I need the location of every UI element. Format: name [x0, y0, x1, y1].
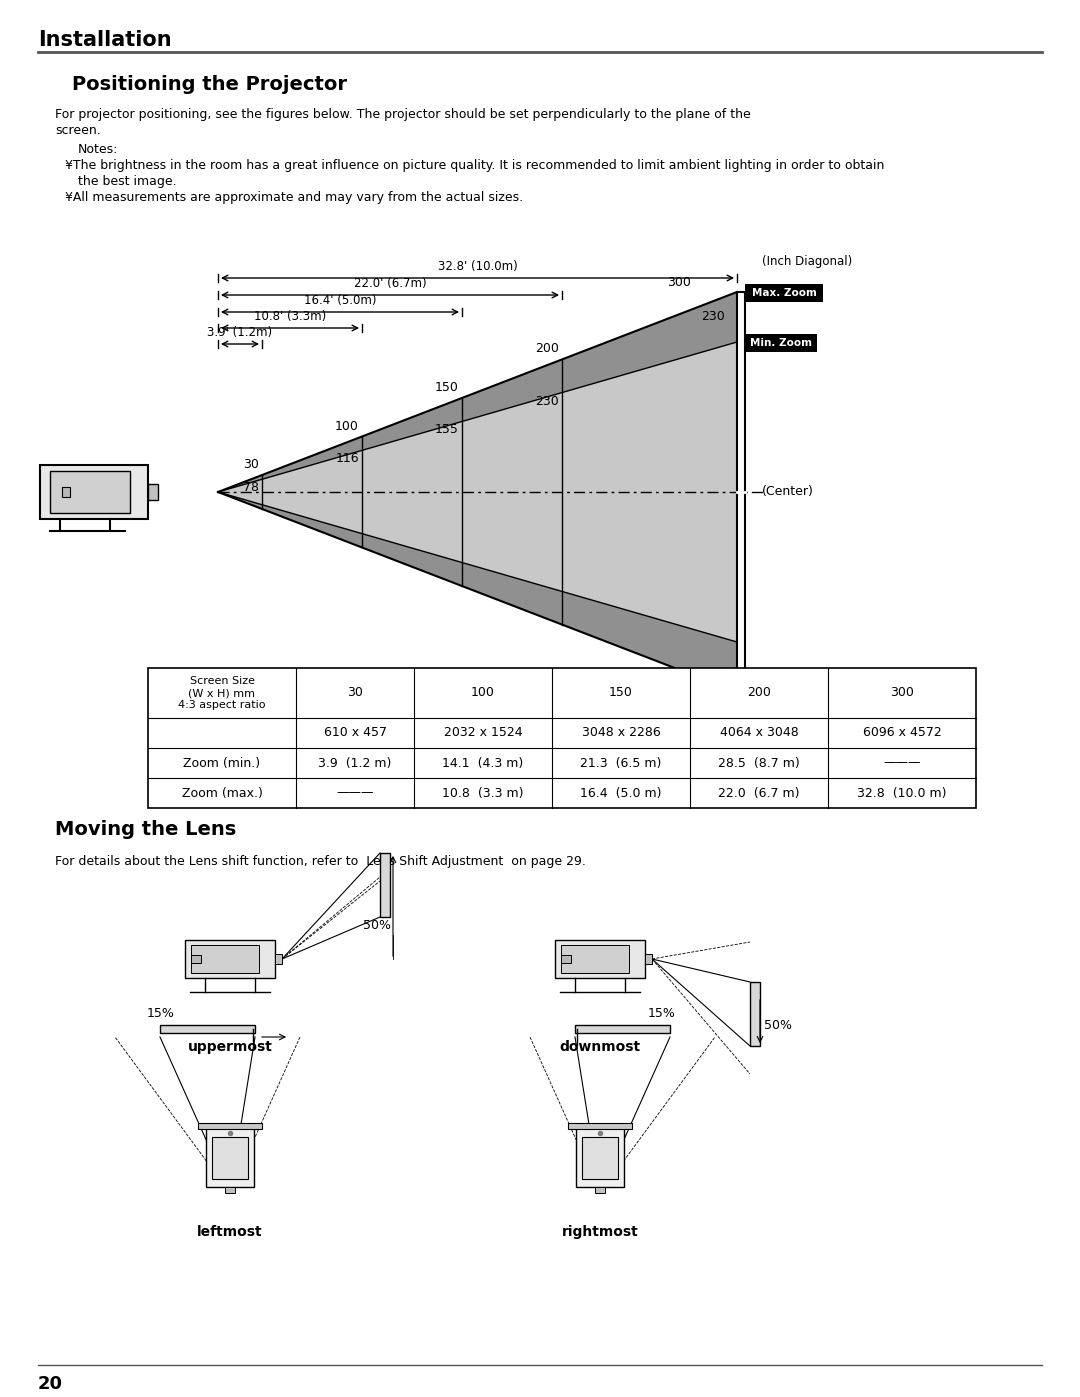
Text: (Center): (Center) [762, 486, 814, 499]
Text: 6096 x 4572: 6096 x 4572 [863, 726, 942, 739]
Text: For details about the Lens shift function, refer to  Lens Shift Adjustment  on p: For details about the Lens shift functio… [55, 855, 585, 868]
Text: 32.8' (10.0m): 32.8' (10.0m) [437, 260, 517, 272]
Text: 2032 x 1524: 2032 x 1524 [444, 726, 523, 739]
Bar [737, 292, 745, 692]
Text: 22.0' (6.7m): 22.0' (6.7m) [353, 277, 427, 291]
Bar [582, 1137, 618, 1179]
Polygon shape [218, 342, 737, 643]
Bar [561, 944, 629, 972]
Text: 610 x 457: 610 x 457 [324, 726, 387, 739]
Bar [40, 465, 148, 520]
Text: 14.1  (4.3 m): 14.1 (4.3 m) [443, 757, 524, 770]
Bar [185, 940, 275, 978]
Text: Zoom (max.): Zoom (max.) [181, 787, 262, 799]
Bar [160, 1025, 255, 1032]
Text: For projector positioning, see the figures below. The projector should be set pe: For projector positioning, see the figur… [55, 108, 751, 122]
Text: 155: 155 [435, 423, 459, 436]
Text: ———: ——— [883, 757, 921, 770]
Bar [191, 956, 201, 963]
Text: 4064 x 3048: 4064 x 3048 [719, 726, 798, 739]
Bar [50, 471, 130, 513]
Bar [62, 488, 70, 497]
FancyBboxPatch shape [745, 334, 816, 352]
Bar [148, 668, 976, 807]
Text: 100: 100 [335, 419, 359, 433]
Bar [191, 944, 259, 972]
Text: 22.0  (6.7 m): 22.0 (6.7 m) [718, 787, 800, 799]
Text: leftmost: leftmost [198, 1225, 262, 1239]
Text: ¥All measurements are approximate and may vary from the actual sizes.: ¥All measurements are approximate and ma… [65, 191, 523, 204]
Bar [645, 954, 652, 964]
Text: screen.: screen. [55, 124, 100, 137]
Text: the best image.: the best image. [78, 175, 177, 189]
Text: Screen Size
(W x H) mm
4:3 aspect ratio: Screen Size (W x H) mm 4:3 aspect ratio [178, 676, 266, 711]
Bar [275, 954, 282, 964]
Bar [750, 982, 760, 1046]
Bar [575, 1025, 670, 1032]
Bar [198, 1123, 262, 1129]
Text: 21.3  (6.5 m): 21.3 (6.5 m) [580, 757, 662, 770]
Bar [561, 956, 571, 963]
Text: 50%: 50% [764, 1018, 792, 1032]
Bar [568, 1123, 632, 1129]
Text: 16.4' (5.0m): 16.4' (5.0m) [303, 293, 376, 307]
Text: 10.8  (3.3 m): 10.8 (3.3 m) [442, 787, 524, 799]
Text: 116: 116 [336, 453, 359, 465]
Text: 30: 30 [243, 458, 259, 471]
Text: 100: 100 [471, 686, 495, 700]
Polygon shape [380, 854, 390, 916]
Bar [148, 483, 158, 500]
Bar [575, 1025, 670, 1032]
Text: 150: 150 [609, 686, 633, 700]
Text: Max. Zoom: Max. Zoom [752, 288, 816, 298]
Text: 300: 300 [667, 277, 691, 289]
Text: Installation: Installation [38, 29, 172, 50]
Text: Moving the Lens: Moving the Lens [55, 820, 237, 840]
Polygon shape [218, 292, 737, 692]
Bar [576, 1125, 624, 1187]
Text: Min. Zoom: Min. Zoom [750, 338, 812, 348]
Text: 16.4  (5.0 m): 16.4 (5.0 m) [580, 787, 662, 799]
Text: (Inch Diagonal): (Inch Diagonal) [762, 256, 852, 268]
Text: 28.5  (8.7 m): 28.5 (8.7 m) [718, 757, 800, 770]
Text: 20: 20 [38, 1375, 63, 1393]
Bar [380, 854, 390, 916]
Bar [555, 940, 645, 978]
Text: 3048 x 2286: 3048 x 2286 [582, 726, 660, 739]
Text: 150: 150 [435, 381, 459, 394]
Bar [212, 1137, 248, 1179]
Polygon shape [750, 982, 760, 1046]
Text: 230: 230 [701, 310, 725, 324]
Bar [206, 1125, 254, 1187]
Text: downmost: downmost [559, 1039, 640, 1053]
Text: 3.9' (1.2m): 3.9' (1.2m) [207, 326, 272, 339]
Text: 15%: 15% [648, 1007, 676, 1020]
Bar [160, 1025, 255, 1032]
Text: Zoom (min.): Zoom (min.) [184, 757, 260, 770]
Text: 3.9  (1.2 m): 3.9 (1.2 m) [319, 757, 392, 770]
Text: 200: 200 [535, 342, 559, 355]
Text: 200: 200 [747, 686, 771, 700]
Text: uppermost: uppermost [188, 1039, 272, 1053]
Text: 78: 78 [243, 482, 259, 495]
Text: ¥The brightness in the room has a great influence on picture quality. It is reco: ¥The brightness in the room has a great … [65, 159, 885, 172]
Text: ———: ——— [336, 787, 374, 799]
Text: 300: 300 [890, 686, 914, 700]
Text: 32.8  (10.0 m): 32.8 (10.0 m) [858, 787, 947, 799]
Bar [225, 1187, 235, 1193]
Text: 230: 230 [536, 394, 559, 408]
Text: 50%: 50% [363, 919, 391, 932]
Text: 30: 30 [347, 686, 363, 700]
Text: 15%: 15% [147, 1007, 175, 1020]
Text: rightmost: rightmost [562, 1225, 638, 1239]
Text: Positioning the Projector: Positioning the Projector [72, 75, 347, 94]
Bar [595, 1187, 605, 1193]
Text: 10.8' (3.3m): 10.8' (3.3m) [254, 310, 326, 323]
Text: Notes:: Notes: [78, 142, 119, 156]
FancyBboxPatch shape [745, 284, 823, 302]
